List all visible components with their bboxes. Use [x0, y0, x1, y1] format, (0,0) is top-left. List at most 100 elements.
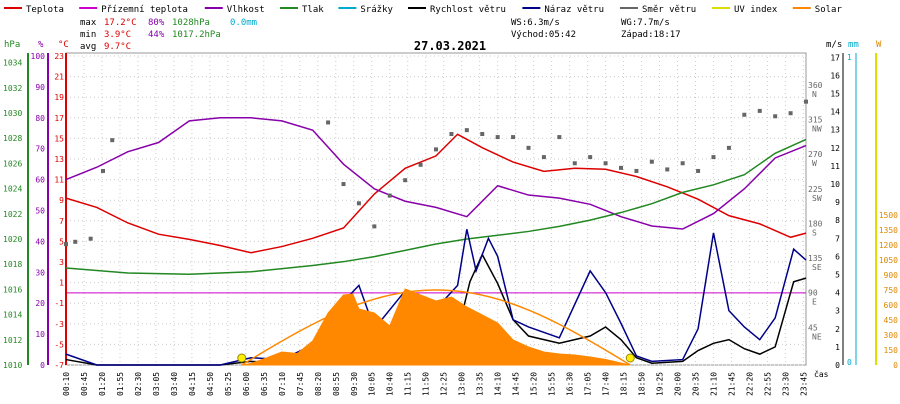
- pct-tick-10: 0: [40, 361, 45, 370]
- solar-tick-1: 1350: [879, 226, 898, 235]
- pct-tick-8: 20: [35, 299, 45, 308]
- x-tick-11: 06:35: [260, 372, 269, 396]
- x-tick-7: 04:15: [188, 372, 197, 396]
- ms-tick-3: 14: [830, 108, 840, 117]
- temp-tick-7: 9: [59, 196, 64, 205]
- x-tick-1: 00:45: [80, 372, 89, 396]
- x-tick-39: 22:55: [763, 372, 772, 396]
- rain-tick-0: 1: [847, 53, 852, 62]
- temp-tick-8: 7: [59, 217, 64, 226]
- stat-max-hum: 80%: [148, 18, 165, 28]
- hpa-tick-10: 1014: [3, 311, 22, 320]
- x-tick-30: 17:40: [602, 372, 611, 396]
- hpa-tick-9: 1016: [3, 285, 22, 294]
- dir-tick-name-3: SW: [812, 194, 822, 203]
- dir-tick-name-4: S: [812, 228, 817, 237]
- solar-tick-6: 600: [884, 301, 899, 310]
- ms-tick-17: 0: [835, 361, 840, 370]
- wind-dir-point-1: [73, 239, 78, 244]
- temp-tick-13: -3: [54, 320, 64, 329]
- dir-tick-name-0: N: [812, 90, 817, 99]
- wind-dir-point-12: [434, 147, 438, 152]
- hpa-tick-7: 1020: [3, 235, 22, 244]
- temp-tick-15: -7: [54, 361, 64, 370]
- wind-dir-point-24: [619, 165, 623, 170]
- ms-tick-1: 16: [830, 71, 840, 80]
- x-axis-label: čas: [814, 369, 829, 379]
- wind-dir-point-20: [557, 135, 562, 140]
- pct-tick-7: 30: [35, 268, 45, 277]
- x-tick-20: 11:50: [422, 372, 431, 396]
- wind-dir-point-21: [572, 161, 577, 166]
- ms-tick-15: 2: [835, 325, 840, 334]
- pct-tick-5: 50: [35, 207, 45, 216]
- wind-dir-point-29: [696, 168, 701, 173]
- dir-tick-deg-4: 180: [808, 219, 823, 228]
- hpa-tick-2: 1030: [3, 109, 22, 118]
- solar-tick-5: 750: [884, 286, 899, 295]
- series-solar-theory: [241, 289, 631, 366]
- wind-dir-point-15: [480, 132, 485, 136]
- x-tick-26: 15:20: [530, 372, 539, 396]
- stat-min-label: min: [80, 30, 96, 40]
- solar-tick-4: 900: [884, 271, 899, 280]
- axis-rain-unit: mm: [848, 40, 859, 50]
- ms-tick-6: 11: [830, 162, 840, 171]
- wind-dir-point-7: [356, 201, 361, 206]
- ms-tick-14: 3: [835, 307, 840, 316]
- temp-tick-0: 23: [54, 52, 64, 61]
- temp-tick-14: -5: [54, 340, 64, 349]
- legend-label-8: UV index: [734, 5, 778, 15]
- x-tick-12: 07:10: [278, 372, 287, 396]
- wind-dir-point-33: [757, 108, 762, 113]
- ms-tick-12: 5: [835, 271, 840, 280]
- ms-tick-8: 9: [835, 198, 840, 207]
- pct-tick-9: 10: [35, 330, 45, 339]
- x-tick-38: 22:20: [745, 372, 754, 396]
- hpa-tick-12: 1010: [3, 361, 22, 370]
- series-0: [65, 133, 807, 254]
- wind-dir-point-30: [711, 155, 716, 160]
- sun-marker-0: [237, 353, 247, 363]
- wind-dir-point-19: [541, 155, 546, 160]
- ms-tick-0: 17: [830, 53, 840, 62]
- stat-avg-label: avg: [80, 42, 96, 52]
- ms-tick-2: 15: [830, 90, 840, 99]
- legend-label-1: Přízemní teplota: [101, 5, 188, 15]
- wind-dir-point-11: [418, 162, 423, 167]
- stat-max-label: max: [80, 18, 97, 28]
- pct-tick-2: 80: [35, 114, 45, 123]
- pct-tick-4: 60: [35, 176, 45, 185]
- wind-dir-point-28: [680, 161, 685, 166]
- x-tick-5: 03:05: [152, 372, 161, 396]
- dir-tick-name-5: SE: [812, 263, 822, 272]
- stat-min-press: 1017.2hPa: [172, 30, 221, 40]
- wind-dir-point-25: [634, 168, 639, 173]
- wind-dir-point-14: [464, 128, 469, 133]
- hpa-tick-8: 1018: [3, 260, 22, 269]
- temp-tick-5: 13: [54, 155, 64, 164]
- x-tick-36: 21:10: [709, 372, 718, 396]
- x-tick-19: 11:15: [404, 372, 413, 396]
- stat-min-hum: 44%: [148, 30, 165, 40]
- dir-tick-deg-6: 90: [808, 289, 818, 298]
- wind-dir-point-18: [526, 145, 531, 150]
- x-tick-25: 14:45: [512, 372, 521, 396]
- wind-dir-point-34: [773, 114, 778, 119]
- dir-tick-name-6: E: [812, 298, 817, 307]
- wind-dir-point-16: [495, 135, 500, 140]
- x-tick-15: 08:55: [332, 372, 341, 396]
- x-tick-18: 10:40: [386, 372, 395, 396]
- dir-tick-deg-1: 315: [808, 115, 823, 124]
- wind-dir-point-35: [788, 111, 793, 116]
- legend-label-0: Teplota: [26, 5, 64, 15]
- temp-tick-3: 17: [54, 114, 64, 123]
- dir-tick-deg-3: 225: [808, 185, 823, 194]
- sunrise-time: Východ:05:42: [511, 30, 576, 40]
- legend-label-3: Tlak: [302, 5, 324, 15]
- legend-label-7: Směr větru: [642, 5, 696, 15]
- x-tick-35: 20:35: [691, 372, 700, 396]
- x-tick-16: 09:30: [350, 372, 359, 396]
- sun-marker-1: [625, 353, 635, 363]
